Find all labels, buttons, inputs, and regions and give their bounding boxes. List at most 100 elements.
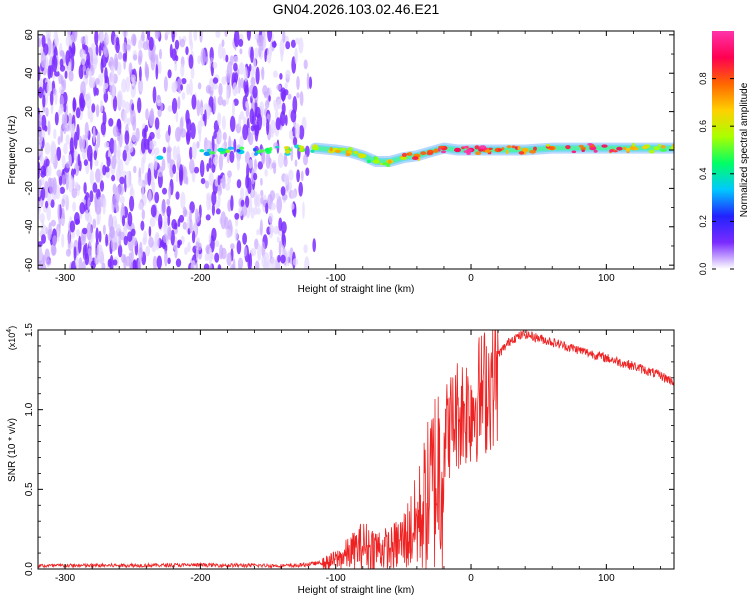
noise-blob	[187, 241, 191, 253]
noise-blob	[138, 202, 144, 211]
noise-blob	[181, 78, 187, 85]
noise-blob	[87, 197, 90, 211]
x-tick-label: -100	[326, 273, 346, 284]
noise-blob	[204, 109, 207, 127]
noise-blob	[269, 249, 273, 259]
noise-blob	[254, 124, 259, 142]
noise-blob	[212, 83, 218, 90]
noise-blob	[140, 138, 146, 154]
ridge-dot	[653, 146, 660, 151]
ridge-dot	[236, 149, 241, 153]
noise-blob	[171, 31, 175, 43]
noise-blob	[225, 54, 229, 63]
ridge-dot	[463, 150, 468, 153]
noise-blob	[103, 141, 110, 148]
noise-blob	[95, 104, 100, 118]
noise-blob	[278, 240, 282, 257]
noise-blob	[143, 230, 148, 244]
noise-blob	[242, 232, 248, 245]
ridge-dot	[497, 148, 503, 152]
noise-blob	[128, 142, 134, 153]
noise-blob	[148, 236, 154, 248]
snr-multiplier: (x104)	[6, 326, 17, 350]
noise-blob	[213, 95, 217, 114]
noise-blob	[116, 131, 121, 142]
noise-blob	[41, 234, 46, 244]
snr-frame	[37, 329, 675, 570]
noise-blob	[284, 114, 288, 126]
noise-blob	[233, 62, 238, 72]
noise-blob	[181, 91, 186, 100]
noise-blob	[230, 195, 234, 212]
noise-blob	[214, 240, 220, 248]
noise-blob	[117, 244, 123, 258]
noise-blob	[221, 39, 225, 47]
noise-blob	[61, 198, 65, 208]
noise-blob	[211, 227, 217, 242]
noise-blob	[123, 235, 128, 246]
ridge-dot	[400, 156, 407, 160]
noise-blob	[98, 44, 102, 57]
noise-blob	[208, 172, 214, 186]
ridge-dot	[517, 145, 521, 150]
noise-blob	[175, 258, 182, 268]
noise-blob	[250, 46, 254, 64]
noise-blob	[160, 102, 164, 112]
noise-blob	[182, 221, 187, 230]
noise-blob	[60, 125, 63, 143]
colorbar-tick-label: 0.4	[698, 168, 708, 181]
noise-blob	[95, 87, 99, 96]
noise-blob	[116, 204, 120, 213]
noise-blob	[115, 41, 120, 54]
noise-blob	[122, 41, 127, 54]
ridge-dot	[206, 148, 211, 152]
noise-blob	[56, 229, 60, 242]
ridge-dot	[227, 146, 235, 150]
noise-blob	[296, 92, 300, 99]
noise-blob	[89, 79, 94, 89]
noise-blob	[199, 159, 205, 178]
noise-blob	[284, 82, 288, 89]
noise-blob	[52, 177, 57, 195]
noise-blob	[270, 119, 276, 135]
noise-blob	[94, 31, 99, 46]
noise-blob	[75, 256, 80, 268]
x-tick-label: -300	[55, 573, 75, 584]
noise-blob	[42, 94, 46, 108]
noise-blob	[129, 195, 135, 212]
noise-blob	[225, 183, 231, 191]
noise-blob	[276, 195, 283, 214]
noise-blob	[110, 65, 114, 76]
x-tick-label: -100	[326, 573, 346, 584]
noise-blob	[109, 137, 115, 154]
noise-blob	[151, 181, 156, 191]
noise-blob	[248, 132, 254, 146]
noise-blob	[65, 194, 70, 211]
noise-blob	[257, 243, 262, 261]
noise-blob	[254, 238, 259, 250]
noise-blob	[253, 207, 258, 216]
noise-blob	[285, 41, 291, 50]
ridge-dot	[505, 149, 509, 155]
noise-blob	[243, 66, 248, 82]
noise-blob	[240, 187, 245, 200]
noise-blob	[186, 118, 192, 132]
noise-blob	[217, 264, 222, 269]
noise-blob	[260, 189, 264, 197]
noise-blob	[255, 66, 260, 85]
noise-blob	[72, 31, 78, 43]
noise-blob	[127, 231, 133, 242]
noise-blob	[200, 178, 206, 185]
noise-blob	[60, 75, 64, 87]
noise-blob	[65, 35, 72, 47]
noise-blob	[122, 149, 127, 162]
noise-blob	[277, 254, 281, 263]
noise-blob	[298, 181, 304, 197]
ridge-dot	[518, 151, 525, 155]
x-tick-label: 0	[468, 573, 474, 584]
noise-blob	[102, 224, 106, 235]
noise-blob	[115, 57, 118, 70]
noise-blob	[80, 49, 87, 66]
noise-blob	[146, 31, 151, 41]
y-tick-label: 1.0	[24, 402, 35, 416]
